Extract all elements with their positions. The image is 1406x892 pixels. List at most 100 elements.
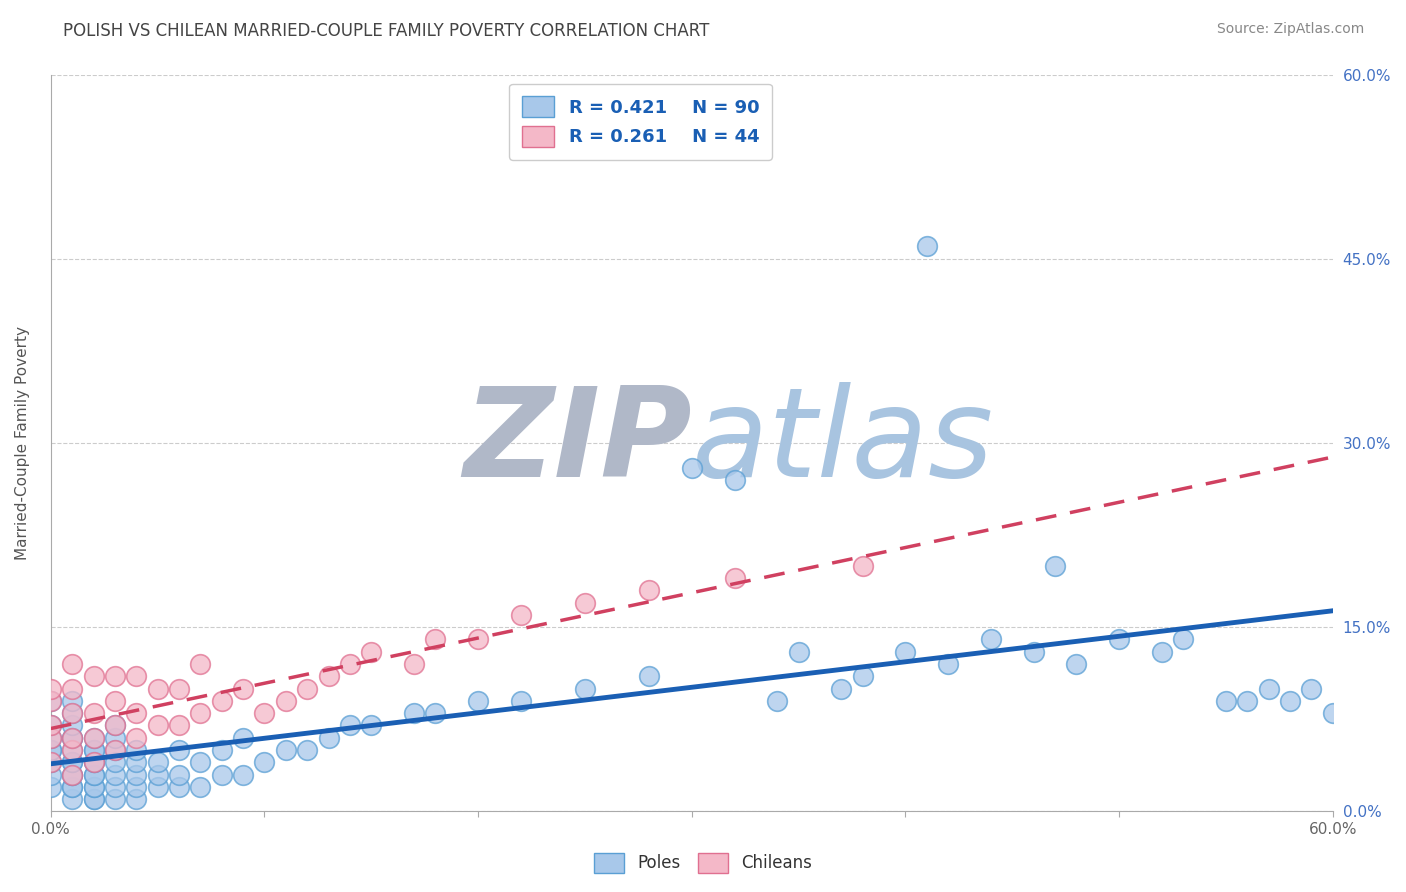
Point: [980, 632, 1002, 647]
Point: [1257, 681, 1279, 696]
Point: [60, 706, 83, 721]
Point: [83, 780, 105, 794]
Y-axis label: Married-Couple Family Poverty: Married-Couple Family Poverty: [15, 326, 30, 560]
Point: [167, 681, 190, 696]
Point: [83, 792, 105, 806]
Point: [1279, 694, 1302, 708]
Point: [83, 731, 105, 745]
Point: [1108, 632, 1130, 647]
Point: [60, 780, 83, 794]
Point: [83, 756, 105, 770]
Point: [274, 694, 297, 708]
Point: [39, 743, 62, 757]
Point: [167, 780, 190, 794]
Point: [39, 718, 62, 732]
Point: [723, 571, 745, 585]
Point: [509, 694, 531, 708]
Point: [104, 780, 127, 794]
Point: [39, 756, 62, 770]
Point: [125, 767, 148, 781]
Point: [936, 657, 959, 671]
Point: [146, 681, 169, 696]
Point: [60, 694, 83, 708]
Point: [638, 669, 661, 683]
Point: [39, 743, 62, 757]
Point: [60, 792, 83, 806]
Point: [83, 743, 105, 757]
Point: [39, 731, 62, 745]
Point: [232, 767, 254, 781]
Point: [425, 632, 447, 647]
Text: POLISH VS CHILEAN MARRIED-COUPLE FAMILY POVERTY CORRELATION CHART: POLISH VS CHILEAN MARRIED-COUPLE FAMILY …: [63, 22, 710, 40]
Point: [60, 780, 83, 794]
Point: [1150, 645, 1173, 659]
Point: [1066, 657, 1088, 671]
Point: [60, 767, 83, 781]
Point: [60, 731, 83, 745]
Point: [574, 596, 596, 610]
Point: [60, 657, 83, 671]
Point: [509, 607, 531, 622]
Point: [146, 756, 169, 770]
Point: [39, 694, 62, 708]
Point: [125, 756, 148, 770]
Point: [232, 681, 254, 696]
Point: [425, 706, 447, 721]
Point: [467, 694, 489, 708]
Point: [83, 792, 105, 806]
Point: [297, 681, 319, 696]
Point: [211, 694, 233, 708]
Point: [83, 731, 105, 745]
Point: [190, 780, 212, 794]
Point: [852, 558, 875, 573]
Point: [104, 694, 127, 708]
Point: [104, 743, 127, 757]
Point: [253, 706, 276, 721]
Point: [39, 681, 62, 696]
Point: [83, 780, 105, 794]
Point: [39, 694, 62, 708]
Point: [60, 731, 83, 745]
Point: [39, 780, 62, 794]
Point: [915, 239, 938, 253]
Point: [638, 583, 661, 598]
Point: [83, 743, 105, 757]
Point: [60, 731, 83, 745]
Point: [830, 681, 852, 696]
Point: [83, 706, 105, 721]
Point: [852, 669, 875, 683]
Point: [104, 731, 127, 745]
Point: [274, 743, 297, 757]
Point: [894, 645, 917, 659]
Point: [402, 706, 425, 721]
Point: [104, 718, 127, 732]
Point: [723, 473, 745, 487]
Point: [211, 743, 233, 757]
Point: [681, 460, 703, 475]
Point: [60, 767, 83, 781]
Point: [1215, 694, 1237, 708]
Point: [574, 681, 596, 696]
Point: [190, 657, 212, 671]
Point: [60, 718, 83, 732]
Point: [167, 743, 190, 757]
Point: [318, 669, 340, 683]
Point: [60, 767, 83, 781]
Point: [146, 718, 169, 732]
Point: [297, 743, 319, 757]
Point: [360, 645, 382, 659]
Point: [83, 767, 105, 781]
Point: [1022, 645, 1045, 659]
Point: [125, 780, 148, 794]
Point: [104, 743, 127, 757]
Point: [190, 756, 212, 770]
Point: [146, 780, 169, 794]
Point: [104, 718, 127, 732]
Point: [83, 756, 105, 770]
Point: [1236, 694, 1258, 708]
Point: [60, 756, 83, 770]
Point: [1322, 706, 1344, 721]
Point: [83, 767, 105, 781]
Point: [125, 731, 148, 745]
Point: [39, 718, 62, 732]
